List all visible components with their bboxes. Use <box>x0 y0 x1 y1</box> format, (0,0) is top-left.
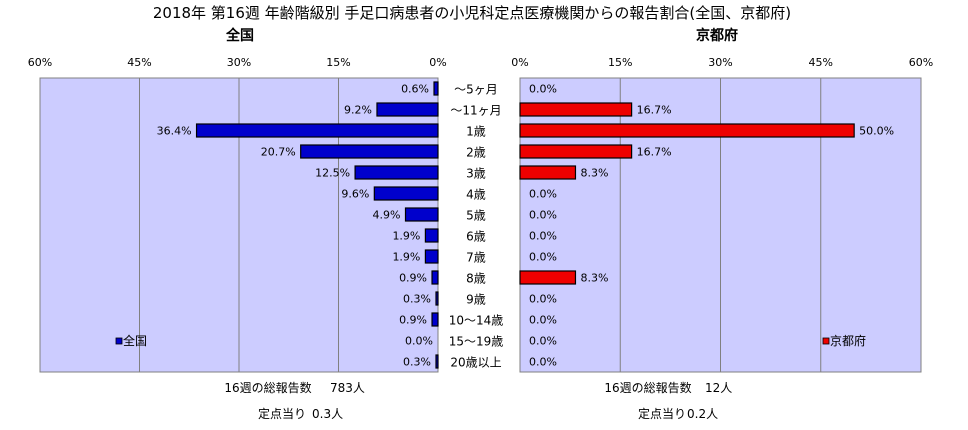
chart-title: 2018年 第16週 年齢階級別 手足口病患者の小児科定点医療機関からの報告割合… <box>153 4 791 22</box>
legend-label: 全国 <box>123 333 147 348</box>
bar-kyoto <box>519 123 855 138</box>
data-label: 0.0% <box>405 335 433 348</box>
data-label: 0.0% <box>529 83 557 96</box>
bar-kyoto <box>519 102 633 117</box>
bar-national <box>373 186 439 201</box>
data-label: 0.0% <box>529 356 557 369</box>
national-panel: 全国 60% 45% 30% 15% 0% 0.6% ～5ヶ月 9.2% ～11ヶ月 36.4% 1歳… <box>28 27 504 421</box>
bar-national <box>195 123 439 138</box>
per-site-label: 定点当り <box>638 406 686 421</box>
data-label: 16.7% <box>637 146 672 159</box>
data-label: 0.3% <box>403 293 431 306</box>
data-label: 1.9% <box>392 251 420 264</box>
data-label: 9.6% <box>341 188 369 201</box>
data-label: 8.3% <box>580 167 608 180</box>
kyoto-panel: 京都府 0% 15% 30% 45% 60% 0.0% 16.7% 50.0% 16.7% 8.3%… <box>511 27 933 421</box>
bar-national <box>431 312 439 327</box>
x-tick-label: 30% <box>708 56 732 69</box>
bar-national <box>424 249 439 264</box>
bar-national <box>354 165 439 180</box>
x-tick-label: 60% <box>28 56 52 69</box>
x-tick-label: 60% <box>909 56 933 69</box>
data-label: 0.0% <box>529 209 557 222</box>
data-label: 0.6% <box>401 83 429 96</box>
total-reports-value: 783人 <box>330 381 365 395</box>
data-label: 36.4% <box>157 125 192 138</box>
data-label: 9.2% <box>344 104 372 117</box>
x-tick-label: 0% <box>429 56 446 69</box>
data-label: 50.0% <box>859 125 894 138</box>
panel-subtitle: 全国 <box>225 27 254 44</box>
data-label: 0.3% <box>403 356 431 369</box>
bar-kyoto <box>519 144 633 159</box>
bar-kyoto <box>519 165 577 180</box>
category-label: 7歳 <box>466 251 486 265</box>
data-label: 8.3% <box>580 272 608 285</box>
category-label: 10～14歳 <box>449 314 504 328</box>
bar-national <box>433 81 439 96</box>
category-label: 15～19歳 <box>449 335 504 349</box>
x-tick-label: 45% <box>809 56 833 69</box>
category-label: 6歳 <box>466 230 486 244</box>
per-site-value: 0.3人 <box>312 407 343 421</box>
total-reports-label: 16週の総報告数 <box>604 380 691 395</box>
x-tick-label: 45% <box>127 56 151 69</box>
data-label: 0.0% <box>529 188 557 201</box>
data-label: 20.7% <box>261 146 296 159</box>
category-label: 9歳 <box>466 293 486 307</box>
per-site-value: 0.2人 <box>687 407 718 421</box>
category-label: 5歳 <box>466 209 486 223</box>
x-tick-label: 0% <box>511 56 528 69</box>
bar-national <box>435 291 439 306</box>
bar-national <box>300 144 439 159</box>
bar-national <box>404 207 439 222</box>
data-label: 0.0% <box>529 293 557 306</box>
x-tick-label: 15% <box>608 56 632 69</box>
data-label: 0.0% <box>529 314 557 327</box>
legend-label: 京都府 <box>830 333 866 348</box>
data-label: 12.5% <box>315 167 350 180</box>
category-label: 20歳以上 <box>450 356 501 370</box>
category-label: 8歳 <box>466 272 486 286</box>
bar-kyoto <box>519 270 577 285</box>
data-label: 0.9% <box>399 314 427 327</box>
data-label: 0.0% <box>529 230 557 243</box>
x-tick-label: 30% <box>227 56 251 69</box>
category-label: ～11ヶ月 <box>450 104 501 118</box>
per-site-label: 定点当り <box>258 406 306 421</box>
legend-swatch <box>822 337 830 345</box>
data-label: 0.0% <box>529 251 557 264</box>
bar-national <box>376 102 439 117</box>
category-label: 3歳 <box>466 167 486 181</box>
bar-national <box>435 354 439 369</box>
category-label: 2歳 <box>466 146 486 160</box>
data-label: 16.7% <box>637 104 672 117</box>
data-label: 4.9% <box>373 209 401 222</box>
data-label: 0.0% <box>529 335 557 348</box>
total-reports-label: 16週の総報告数 <box>224 380 311 395</box>
data-label: 1.9% <box>392 230 420 243</box>
category-label: 1歳 <box>466 125 486 139</box>
legend-swatch <box>115 337 123 345</box>
panel-subtitle: 京都府 <box>696 27 738 44</box>
bar-national <box>431 270 439 285</box>
data-label: 0.9% <box>399 272 427 285</box>
x-tick-label: 15% <box>326 56 350 69</box>
category-label: ～5ヶ月 <box>454 83 498 97</box>
bar-national <box>424 228 439 243</box>
total-reports-value: 12人 <box>705 381 732 395</box>
category-label: 4歳 <box>466 188 486 202</box>
